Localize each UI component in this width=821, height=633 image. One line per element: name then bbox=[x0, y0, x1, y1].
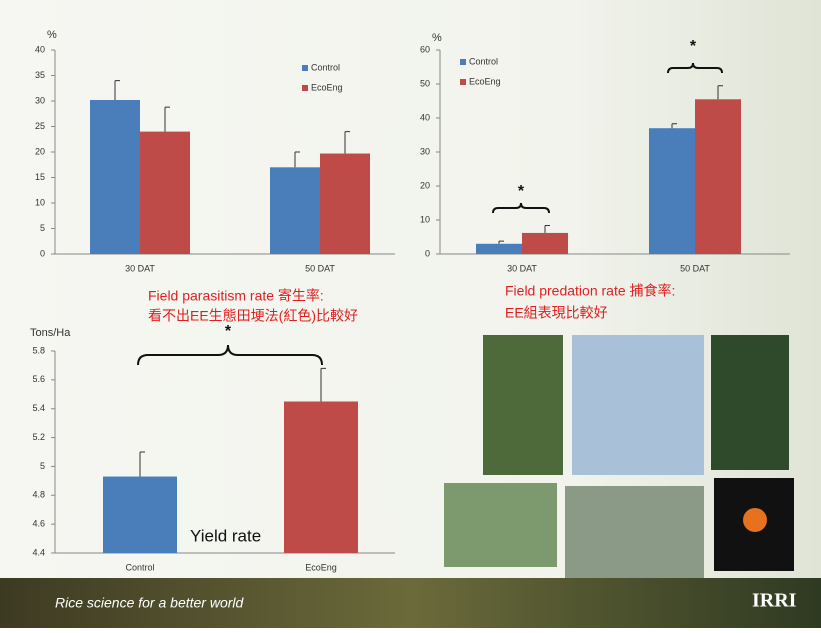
legend-swatch bbox=[460, 59, 466, 65]
annotation: * bbox=[225, 323, 232, 340]
y-tick-label: 40 bbox=[420, 112, 430, 122]
legend-label: EcoEng bbox=[311, 82, 343, 92]
y-tick-label: 0 bbox=[40, 248, 45, 258]
bar bbox=[284, 401, 358, 553]
y-tick-label: 60 bbox=[420, 44, 430, 54]
annotation: Yield rate bbox=[190, 526, 261, 545]
error-bar bbox=[114, 80, 120, 100]
y-tick-label: 50 bbox=[420, 78, 430, 88]
legend-swatch bbox=[302, 85, 308, 91]
x-tick-label: 50 DAT bbox=[305, 263, 335, 273]
y-tick-label: 5 bbox=[40, 223, 45, 233]
legend-swatch bbox=[460, 79, 466, 85]
y-tick-label: 10 bbox=[420, 214, 430, 224]
error-bar bbox=[320, 367, 326, 402]
bar bbox=[649, 128, 695, 254]
error-bar bbox=[671, 123, 677, 129]
bar bbox=[140, 131, 190, 254]
annotation: EE組表現比較好 bbox=[505, 305, 608, 321]
bar bbox=[270, 167, 320, 254]
error-bar bbox=[294, 151, 300, 168]
y-tick-label: 4.8 bbox=[32, 490, 45, 500]
y-tick-label: 30 bbox=[420, 146, 430, 156]
y-tick-label: 5.6 bbox=[32, 374, 45, 384]
y-axis-label: % bbox=[47, 29, 57, 41]
bar bbox=[90, 99, 140, 254]
bar bbox=[103, 476, 177, 553]
y-tick-label: 35 bbox=[35, 70, 45, 80]
annotation: Field parasitism rate 寄生率: bbox=[148, 288, 324, 304]
error-bar bbox=[498, 240, 504, 244]
y-tick-label: 20 bbox=[35, 146, 45, 156]
logo: IRRI bbox=[752, 590, 797, 612]
y-tick-label: 30 bbox=[35, 95, 45, 105]
y-tick-label: 5.8 bbox=[32, 345, 45, 355]
y-tick-label: 15 bbox=[35, 172, 45, 182]
legend-swatch bbox=[302, 65, 308, 71]
y-axis-label: Tons/Ha bbox=[30, 327, 71, 339]
y-tick-label: 5.2 bbox=[32, 432, 45, 442]
y-axis-label: % bbox=[432, 32, 442, 44]
bar bbox=[695, 99, 741, 254]
annotation: Field predation rate 捕食率: bbox=[505, 283, 675, 299]
annotation: 看不出EE生態田埂法(紅色)比較好 bbox=[148, 308, 358, 324]
y-tick-label: 4.6 bbox=[32, 519, 45, 529]
brackets bbox=[137, 62, 723, 366]
error-bar bbox=[164, 106, 170, 132]
x-tick-label: 50 DAT bbox=[680, 263, 710, 273]
error-bar bbox=[717, 85, 723, 100]
footer-band bbox=[0, 578, 821, 628]
bar bbox=[320, 153, 370, 254]
legend-label: EcoEng bbox=[469, 76, 501, 86]
footer-tagline: Rice science for a better world bbox=[55, 595, 245, 611]
photos bbox=[444, 335, 794, 578]
error-bar bbox=[344, 131, 350, 154]
legend-label: Control bbox=[311, 62, 340, 72]
x-tick-label: EcoEng bbox=[305, 562, 337, 572]
y-tick-label: 5 bbox=[40, 461, 45, 471]
y-tick-label: 40 bbox=[35, 44, 45, 54]
y-tick-label: 20 bbox=[420, 180, 430, 190]
y-tick-label: 5.4 bbox=[32, 403, 45, 413]
error-bar bbox=[544, 224, 550, 233]
y-tick-label: 10 bbox=[35, 197, 45, 207]
legend-label: Control bbox=[469, 56, 498, 66]
annotation: * bbox=[518, 183, 525, 200]
x-tick-label: Control bbox=[125, 562, 154, 572]
y-tick-label: 0 bbox=[425, 248, 430, 258]
error-bar bbox=[139, 451, 145, 477]
bar bbox=[476, 243, 522, 254]
x-tick-label: 30 DAT bbox=[125, 263, 155, 273]
y-tick-label: 4.4 bbox=[32, 547, 45, 557]
x-tick-label: 30 DAT bbox=[507, 263, 537, 273]
y-tick-label: 25 bbox=[35, 121, 45, 131]
annotation: * bbox=[690, 38, 697, 55]
bar bbox=[522, 232, 568, 254]
